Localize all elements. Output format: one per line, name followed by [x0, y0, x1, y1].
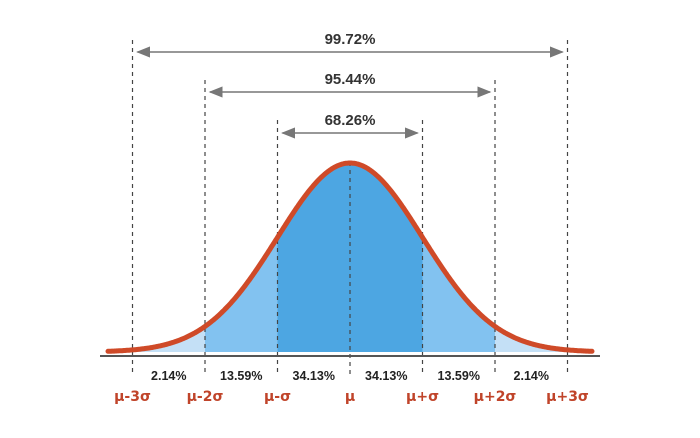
- band-label-center-right: 34.13%: [365, 369, 407, 383]
- range-label-3sigma: 99.72%: [325, 31, 376, 48]
- sigma-label-mu-plus-sigma: μ+σ: [406, 389, 439, 405]
- band-fill-center-left: [277, 163, 350, 352]
- band-label-center-left: 34.13%: [293, 369, 335, 383]
- band-label-left-tail: 2.14%: [151, 369, 186, 383]
- sigma-axis-labels: μ-3σ μ-2σ μ-σ μ μ+σ μ+2σ μ+3σ: [114, 389, 589, 405]
- range-label-1sigma: 68.26%: [325, 112, 376, 129]
- sigma-guide-lines: [131, 40, 569, 376]
- sigma-label-mu-plus-3sigma: μ+3σ: [546, 389, 589, 405]
- sigma-label-mu-minus-3sigma: μ-3σ: [114, 389, 151, 405]
- sigma-label-mu-minus-sigma: μ-σ: [264, 389, 291, 405]
- band-percent-labels: 2.14% 13.59% 34.13% 34.13% 13.59% 2.14%: [151, 369, 549, 383]
- range-arrows: 99.72% 95.44% 68.26%: [136, 31, 564, 139]
- sigma-label-mu-plus-2sigma: μ+2σ: [474, 389, 517, 405]
- band-label-left-mid: 13.59%: [220, 369, 262, 383]
- range-label-2sigma: 95.44%: [325, 71, 376, 88]
- sigma-label-mu: μ: [345, 389, 355, 405]
- band-fill-left-tail: [108, 326, 205, 352]
- sigma-label-mu-minus-2sigma: μ-2σ: [187, 389, 224, 405]
- band-label-right-tail: 2.14%: [514, 369, 549, 383]
- band-fill-center-right: [350, 163, 423, 352]
- band-label-right-mid: 13.59%: [438, 369, 480, 383]
- bell-curve: [105, 160, 595, 354]
- band-fill-right-tail: [495, 326, 592, 352]
